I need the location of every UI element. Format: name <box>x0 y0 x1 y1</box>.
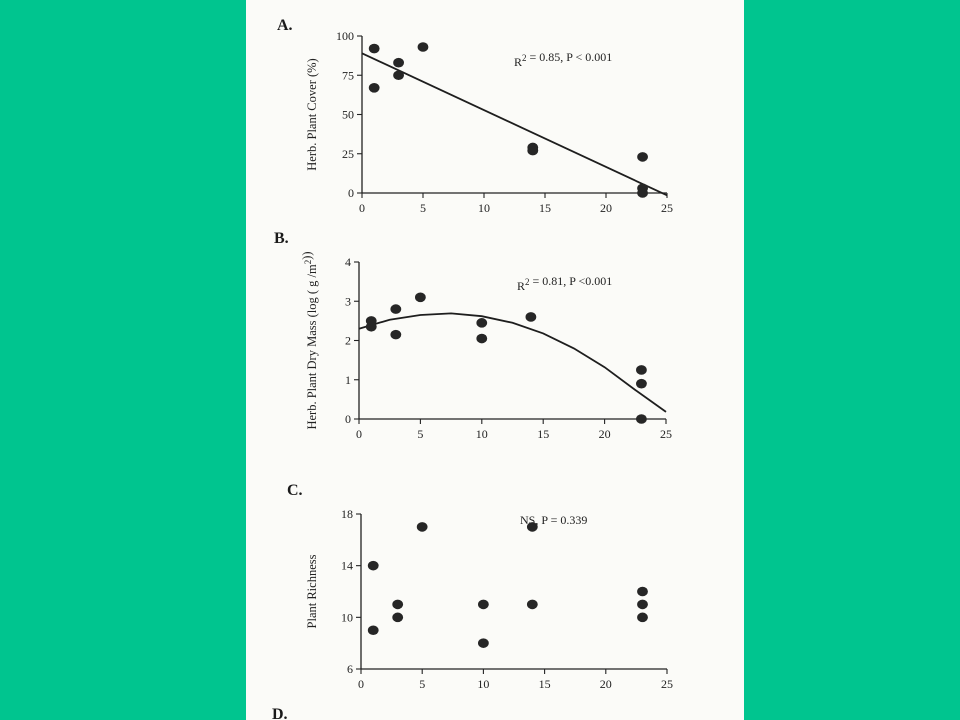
x-tick-label: 5 <box>419 677 425 691</box>
data-point <box>525 312 537 322</box>
data-point <box>393 57 404 68</box>
data-point <box>367 560 379 571</box>
x-tick-label: 10 <box>476 427 488 441</box>
y-tick-label: 14 <box>341 559 353 573</box>
y-axis-title: Herb. Plant Cover (%) <box>305 58 319 170</box>
panel-label-d: D. <box>272 706 288 720</box>
x-tick-label: 0 <box>358 677 364 691</box>
y-tick-label: 0 <box>345 412 351 426</box>
data-point <box>637 188 648 198</box>
y-tick-label: 100 <box>336 29 354 43</box>
regression-line <box>361 52 668 197</box>
data-point <box>368 43 380 54</box>
data-point <box>365 321 377 332</box>
data-point <box>636 414 647 424</box>
y-tick-label: 4 <box>345 255 351 269</box>
data-point <box>526 599 538 610</box>
data-point <box>478 638 489 648</box>
data-point <box>368 83 380 93</box>
stats-annotation: NS, P = 0.339 <box>520 513 587 527</box>
y-tick-label: 1 <box>345 373 351 387</box>
x-tick-label: 25 <box>661 677 673 691</box>
y-tick-label: 18 <box>341 507 353 521</box>
panel-label-c: C. <box>287 482 303 499</box>
data-point <box>637 152 648 162</box>
data-point <box>392 599 404 610</box>
data-point <box>526 522 538 532</box>
stats-annotation: R2 = 0.85, P < 0.001 <box>514 50 612 69</box>
x-tick-label: 20 <box>600 201 612 215</box>
y-tick-label: 50 <box>342 108 354 122</box>
data-point <box>367 625 379 636</box>
y-tick-label: 3 <box>345 294 351 308</box>
y-tick-label: 0 <box>348 186 354 200</box>
x-tick-label: 0 <box>359 201 365 215</box>
data-point <box>636 365 647 375</box>
x-tick-label: 15 <box>539 201 551 215</box>
figure-page <box>246 0 744 720</box>
x-tick-label: 15 <box>537 427 549 441</box>
y-tick-label: 6 <box>347 662 353 676</box>
data-point <box>478 599 489 610</box>
x-tick-label: 15 <box>539 677 551 691</box>
data-point <box>392 612 404 623</box>
x-tick-label: 5 <box>417 427 423 441</box>
data-point <box>417 42 429 52</box>
data-point <box>393 70 404 81</box>
data-point <box>390 329 402 340</box>
data-point <box>416 522 428 532</box>
stats-annotation: R2 = 0.81, P <0.001 <box>517 274 612 293</box>
data-point <box>390 304 402 314</box>
panel-label-a: A. <box>277 17 293 34</box>
data-point <box>476 333 488 344</box>
y-axis-title: Herb. Plant Dry Mass (log ( g /m2)) <box>300 251 319 429</box>
data-point <box>636 378 647 389</box>
data-point <box>637 586 648 597</box>
panel-b: B. 0 5 10 15 20 25 0 1 2 3 4 Herb. Plant Dry Mass (l… <box>274 230 672 441</box>
data-point <box>415 292 426 303</box>
x-tick-label: 25 <box>661 201 673 215</box>
data-point <box>637 612 648 623</box>
y-tick-label: 10 <box>341 610 353 624</box>
x-tick-label: 10 <box>478 201 490 215</box>
regression-line <box>358 312 667 413</box>
data-point <box>476 318 488 328</box>
y-axis-title: Plant Richness <box>305 554 319 628</box>
y-tick-label: 75 <box>342 68 354 82</box>
panel-a: A. 0 5 10 15 20 25 0 25 50 75 100 Herb. Plant Cover … <box>277 17 673 215</box>
x-tick-label: 10 <box>477 677 489 691</box>
panel-label-b: B. <box>274 230 289 247</box>
panel-c: C. 0 5 10 15 20 25 6 10 14 18 Plant Richness NS, P =… <box>287 482 673 691</box>
x-tick-label: 25 <box>660 427 672 441</box>
data-point <box>637 599 648 610</box>
x-tick-label: 20 <box>599 427 611 441</box>
y-tick-label: 2 <box>345 334 351 348</box>
x-tick-label: 5 <box>420 201 426 215</box>
data-point <box>527 145 539 156</box>
y-tick-label: 25 <box>342 147 354 161</box>
x-tick-label: 20 <box>600 677 612 691</box>
x-tick-label: 0 <box>356 427 362 441</box>
